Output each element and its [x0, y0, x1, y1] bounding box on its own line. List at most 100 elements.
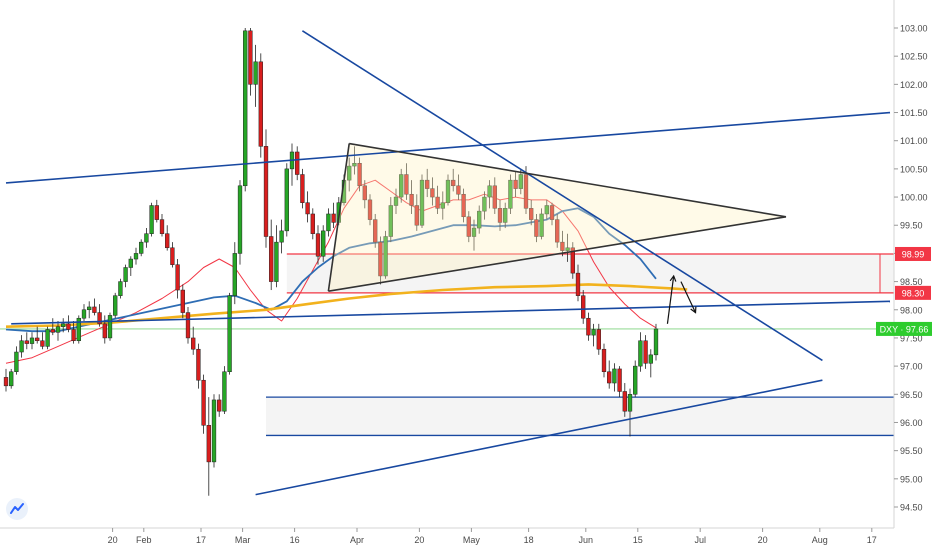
- candle-9: [50, 318, 55, 336]
- y-tick-label: 98.00: [900, 305, 923, 315]
- x-tick-label: 20: [758, 535, 768, 545]
- candle-body: [102, 323, 107, 339]
- candle-110: [575, 264, 581, 302]
- ma-blue-line: [5, 207, 657, 333]
- triangle-fill: [328, 143, 786, 292]
- candle-16: [87, 301, 92, 319]
- candle-61: [321, 225, 326, 262]
- candle-body: [232, 253, 237, 296]
- candle-33: [175, 259, 180, 299]
- candle-body: [393, 196, 399, 206]
- candle-body: [159, 219, 165, 234]
- price-axis-bg: [894, 0, 932, 550]
- candle-body: [310, 213, 315, 234]
- candle-body: [544, 205, 549, 215]
- candle-97: [508, 174, 513, 214]
- candle-body: [575, 272, 581, 296]
- candle-50: [263, 129, 269, 248]
- candle-body: [570, 247, 575, 274]
- candle-29: [154, 199, 159, 223]
- candle-72: [378, 236, 383, 285]
- candle-body: [19, 340, 24, 353]
- candle-85: [445, 174, 451, 206]
- candle-80: [419, 174, 425, 229]
- candle-body: [378, 241, 383, 277]
- candle-23: [123, 264, 128, 288]
- candle-36: [191, 326, 196, 355]
- candle-114: [596, 323, 601, 355]
- candle-83: [435, 185, 440, 214]
- arrow-shaft: [680, 281, 697, 313]
- candle-body: [305, 202, 310, 215]
- candle-108: [565, 233, 570, 262]
- candle-body: [555, 219, 560, 243]
- candle-89: [466, 211, 471, 243]
- candle-104: [544, 199, 549, 220]
- y-tick-label: 99.50: [900, 221, 923, 231]
- candle-113: [591, 323, 596, 347]
- candle-3: [19, 335, 24, 358]
- candle-body: [471, 227, 477, 237]
- candle-body: [269, 236, 274, 282]
- candle-body: [113, 295, 118, 316]
- candle-body: [430, 188, 435, 198]
- x-tick-label: Jun: [579, 535, 594, 545]
- candle-106: [555, 213, 560, 248]
- candle-30: [159, 213, 165, 237]
- candle-body: [128, 258, 133, 268]
- price-label-1: 98.30: [902, 288, 925, 298]
- candle-5: [29, 332, 35, 350]
- candle-15: [81, 304, 87, 322]
- x-tick-label: Apr: [350, 535, 364, 545]
- candle-body: [414, 205, 419, 226]
- candle-body: [248, 30, 253, 85]
- y-tick-label: 102.50: [900, 52, 928, 62]
- candle-body: [440, 202, 445, 209]
- candle-78: [409, 180, 414, 214]
- y-tick-label: 95.00: [900, 474, 923, 484]
- candle-body: [118, 281, 123, 296]
- candle-31: [165, 225, 170, 251]
- candle-body: [638, 340, 643, 367]
- candle-body: [66, 323, 71, 330]
- candle-body: [123, 267, 128, 282]
- candle-body: [601, 348, 607, 373]
- candle-52: [274, 225, 279, 288]
- candle-93: [487, 180, 492, 209]
- candle-body: [211, 399, 217, 463]
- candle-54: [284, 163, 289, 237]
- lower-channel-line: [255, 379, 823, 496]
- candle-body: [185, 312, 191, 339]
- candle-body: [648, 354, 653, 364]
- candle-69: [362, 180, 367, 209]
- candle-6: [35, 326, 40, 344]
- candle-body: [456, 185, 461, 195]
- candle-39: [206, 397, 211, 496]
- candle-body: [539, 213, 544, 237]
- candle-body: [97, 312, 102, 325]
- candle-body: [435, 196, 440, 209]
- candle-19: [102, 315, 107, 344]
- y-tick-label: 94.50: [900, 503, 923, 513]
- candle-body: [518, 174, 523, 189]
- candle-body: [627, 394, 633, 412]
- candle-43: [227, 292, 232, 375]
- candle-75: [393, 188, 399, 214]
- candle-body: [284, 168, 289, 232]
- candle-body: [144, 233, 149, 243]
- candle-91: [477, 205, 482, 234]
- candle-66: [347, 157, 352, 192]
- y-tick-label: 95.50: [900, 446, 923, 456]
- candle-2: [14, 346, 19, 375]
- candle-body: [45, 329, 50, 347]
- x-tick-label: 15: [633, 535, 643, 545]
- candle-98: [513, 171, 518, 198]
- candle-86: [451, 168, 456, 192]
- y-tick-label: 97.50: [900, 333, 923, 343]
- candle-42: [222, 366, 227, 415]
- tradingview-logo-icon: [6, 498, 28, 520]
- candle-body: [607, 371, 612, 384]
- candle-body: [617, 368, 622, 392]
